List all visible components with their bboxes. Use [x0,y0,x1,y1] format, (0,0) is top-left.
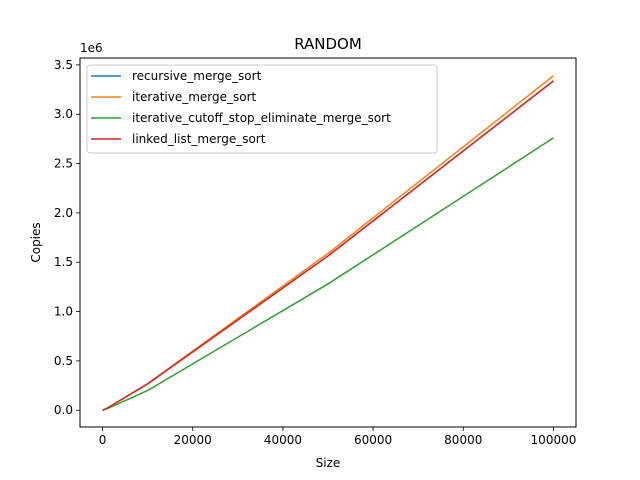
x-axis-label: Size [316,456,341,470]
x-tick-label: 40000 [264,433,302,447]
legend-label-3: iterative_cutoff_stop_eliminate_merge_so… [132,111,391,125]
x-tick-label: 60000 [354,433,392,447]
legend-label-2: iterative_merge_sort [132,90,257,104]
plot-frame [79,57,577,428]
y-tick-label: 2.0 [54,206,73,220]
legend-box [86,64,438,154]
series-layer [102,75,554,411]
legend: recursive_merge_sort iterative_merge_sort… [86,64,438,154]
legend-label-4: linked_list_merge_sort [132,132,266,146]
x-tick-label: 0 [99,433,107,447]
series-line-4 [102,80,554,411]
y-tick-label: 3.0 [54,107,73,121]
x-tick-label: 80000 [444,433,482,447]
y-tick-label: 0.0 [54,403,73,417]
y-axis: 0.0 0.5 1.0 1.5 2.0 2.5 3.0 3.5 [54,58,80,417]
y-offset-label: 1e6 [80,41,103,55]
x-tick-label: 20000 [174,433,212,447]
y-tick-label: 0.5 [54,354,73,368]
y-axis-label: Copies [29,222,43,262]
y-tick-label: 1.5 [54,255,73,269]
y-tick-label: 2.5 [54,157,73,171]
chart-title: RANDOM [294,35,362,53]
x-tick-label: 100000 [531,433,577,447]
y-tick-label: 1.0 [54,305,73,319]
y-tick-label: 3.5 [54,58,73,72]
x-axis: 0 20000 40000 60000 80000 100000 [99,427,577,447]
legend-label-1: recursive_merge_sort [132,69,262,83]
